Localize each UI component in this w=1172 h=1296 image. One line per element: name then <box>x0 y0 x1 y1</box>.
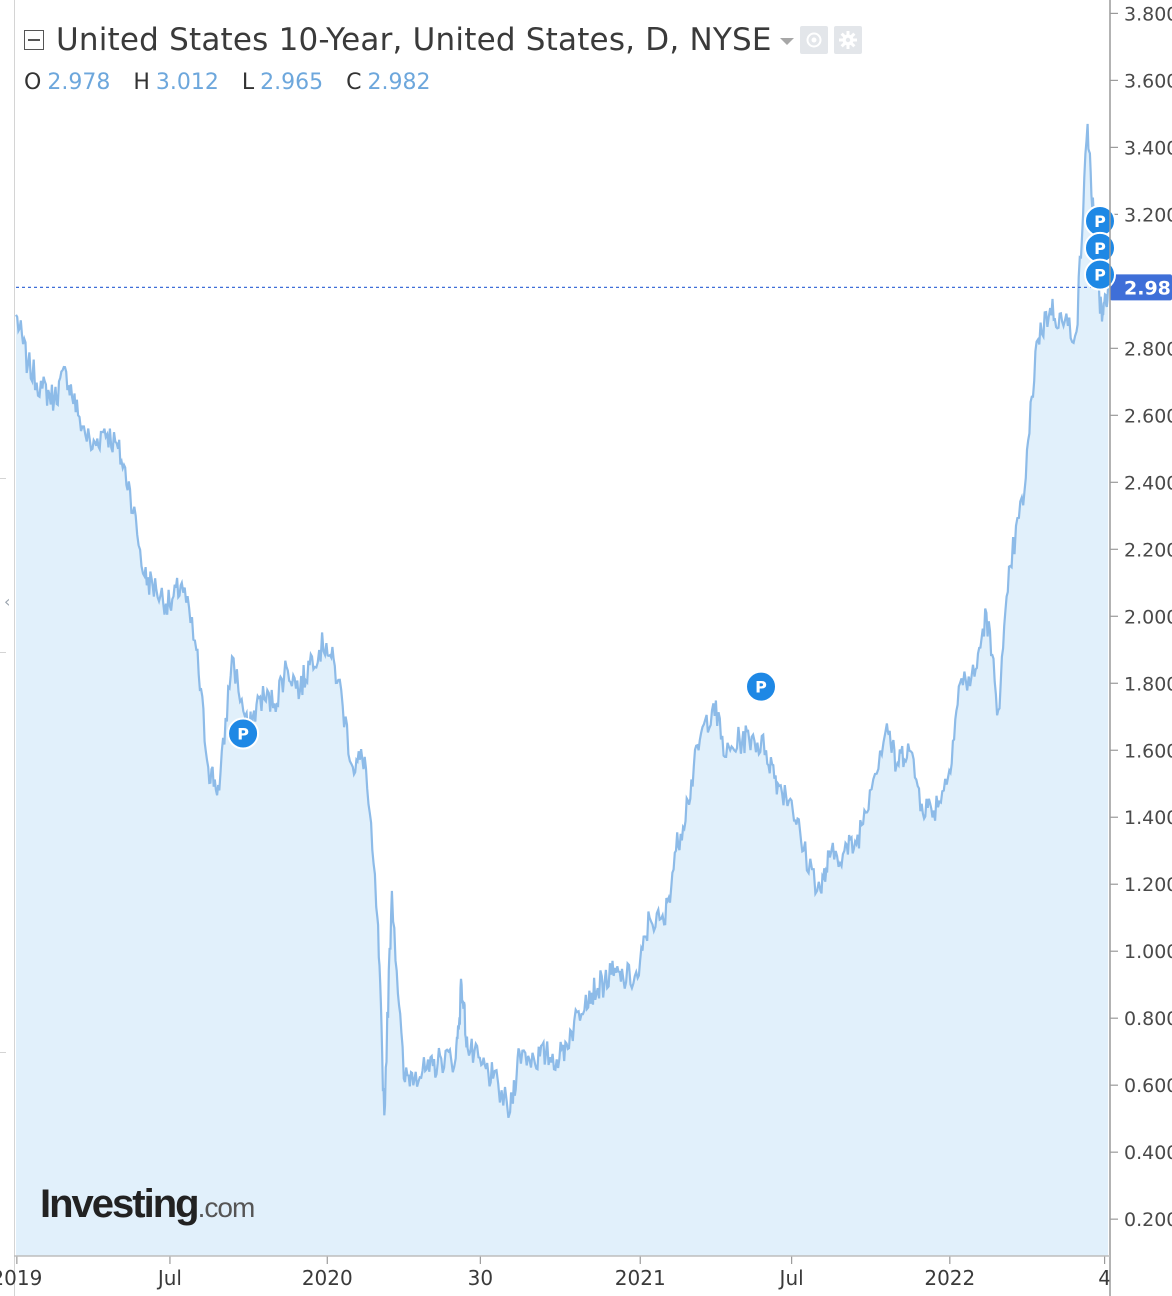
x-tick-label: 4 <box>1098 1266 1111 1290</box>
y-tick-label: 2.000 <box>1124 606 1172 628</box>
y-tick-label: 1.400 <box>1124 807 1172 829</box>
last-price-tag: 2.982 <box>1110 274 1172 301</box>
ohlc-open-value: 2.978 <box>47 70 111 95</box>
ohlc-high-value: 3.012 <box>155 70 219 95</box>
chart-header: United States 10-Year, United States, D,… <box>24 20 862 95</box>
y-tick-label: 2.600 <box>1124 405 1172 427</box>
ohlc-readout: O 2.978 H 3.012 L 2.965 C 2.982 <box>24 70 862 95</box>
chart-title: United States 10-Year, United States, D,… <box>56 22 772 58</box>
ohlc-low-value: 2.965 <box>260 70 324 95</box>
event-marker[interactable]: P <box>1084 258 1116 291</box>
y-tick-label: 1.000 <box>1124 941 1172 963</box>
event-marker-badge[interactable] <box>227 717 260 750</box>
series-area-fill <box>16 123 1108 1256</box>
event-marker-badge[interactable] <box>745 670 778 703</box>
y-axis: 3.800 3.600 3.400 3.200 2.800 2.600 2.400 2.200… <box>1110 3 1172 1231</box>
logo-main-text: Investing <box>40 1182 200 1226</box>
ohlc-low-key: L <box>241 70 255 95</box>
y-tick-label: 0.600 <box>1124 1075 1172 1097</box>
x-tick-label: Jul <box>778 1266 804 1290</box>
event-marker[interactable]: P <box>227 717 260 750</box>
y-tick-label: 1.600 <box>1124 740 1172 762</box>
y-tick-label: 2.200 <box>1124 539 1172 561</box>
event-marker-label: P <box>1094 266 1106 285</box>
x-tick-label: 2022 <box>924 1266 975 1290</box>
gear-icon[interactable] <box>833 26 862 54</box>
ohlc-close-value: 2.982 <box>367 70 431 95</box>
event-marker-label: P <box>755 678 767 697</box>
ohlc-open-key: O <box>24 70 42 95</box>
collapse-legend-toggle[interactable] <box>24 30 44 50</box>
left-divider <box>14 0 15 1296</box>
eye-icon[interactable] <box>799 26 828 54</box>
left-divider-tick <box>0 478 6 479</box>
x-tick-label: Jul <box>156 1266 182 1290</box>
logo-domain-text: .com <box>197 1192 256 1223</box>
y-tick-label: 0.400 <box>1124 1142 1172 1164</box>
y-tick-label: 0.800 <box>1124 1008 1172 1030</box>
left-divider-tick <box>0 652 6 653</box>
event-marker[interactable]: P <box>745 670 778 703</box>
last-price-label: 2.982 <box>1124 277 1172 299</box>
event-marker-badge[interactable] <box>1084 258 1116 291</box>
event-marker-label: P <box>1094 212 1106 231</box>
x-tick-label: 2019 <box>0 1266 42 1290</box>
left-divider-tick <box>0 1052 6 1053</box>
x-tick-label: 2020 <box>302 1266 353 1290</box>
ohlc-high-key: H <box>133 70 150 95</box>
x-tick-label: 2021 <box>615 1266 666 1290</box>
event-marker-label: P <box>1094 239 1106 258</box>
y-tick-label: 3.600 <box>1124 70 1172 92</box>
y-tick-label: 1.800 <box>1124 673 1172 695</box>
y-tick-label: 3.400 <box>1124 137 1172 159</box>
investing-logo: Investing.com <box>40 1182 256 1227</box>
event-marker[interactable]: P <box>1084 205 1116 238</box>
x-axis: 2019 Jul 2020 30 2021 Jul 2022 4 <box>0 1256 1111 1290</box>
y-tick-label: 2.400 <box>1124 472 1172 494</box>
collapse-arrow-icon[interactable]: ‹ <box>4 592 11 611</box>
y-tick-label: 0.200 <box>1124 1209 1172 1231</box>
y-tick-label: 2.800 <box>1124 338 1172 360</box>
event-marker-label: P <box>237 725 249 744</box>
x-tick-label: 30 <box>468 1266 493 1290</box>
event-marker[interactable]: P <box>1084 231 1116 264</box>
y-tick-label: 1.200 <box>1124 874 1172 896</box>
y-tick-label: 3.200 <box>1124 204 1172 226</box>
chevron-down-icon[interactable] <box>779 37 794 45</box>
ohlc-close-key: C <box>346 70 362 95</box>
series-line <box>15 123 1110 1119</box>
y-tick-label: 3.800 <box>1124 3 1172 25</box>
